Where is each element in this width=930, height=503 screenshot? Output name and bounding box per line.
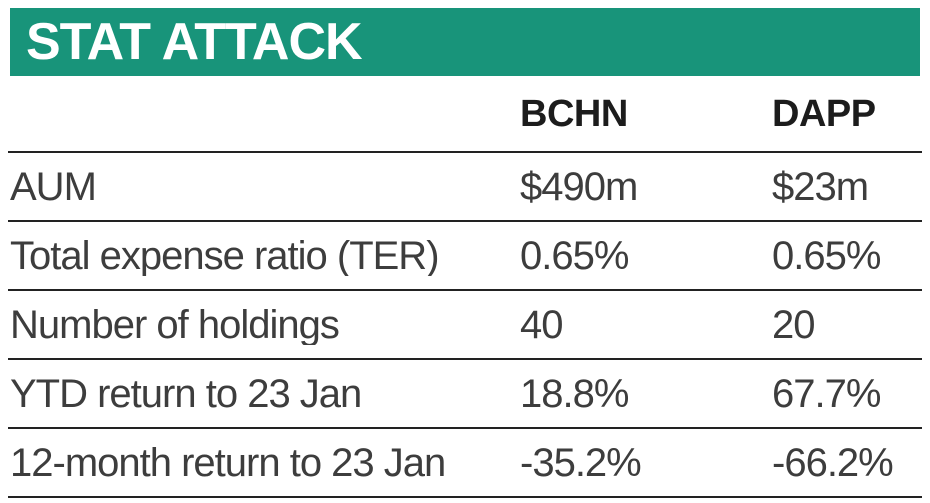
panel-title: STAT ATTACK bbox=[26, 13, 363, 71]
title-band: STAT ATTACK bbox=[10, 8, 920, 76]
table-row-holdings: Number of holdings 40 20 bbox=[8, 291, 922, 360]
table-header-row: BCHN DAPP bbox=[8, 76, 922, 153]
dapp-value: 0.65% bbox=[772, 235, 881, 276]
bchn-value: 18.8% bbox=[520, 373, 629, 414]
bchn-value: 0.65% bbox=[520, 235, 629, 276]
table-row-aum: AUM $490m $23m bbox=[8, 153, 922, 222]
table-row-ytd-return: YTD return to 23 Jan 18.8% 67.7% bbox=[8, 360, 922, 429]
table-row-12month-return: 12-month return to 23 Jan -35.2% -66.2% bbox=[8, 429, 922, 498]
table-row-ter: Total expense ratio (TER) 0.65% 0.65% bbox=[8, 222, 922, 291]
row-label: Total expense ratio (TER) bbox=[10, 235, 440, 276]
column-header-bchn: BCHN bbox=[520, 94, 628, 133]
stats-table: BCHN DAPP AUM $490m $23m Total expense r… bbox=[8, 76, 922, 498]
dapp-value: $23m bbox=[772, 166, 869, 207]
dapp-value: 67.7% bbox=[772, 373, 881, 414]
bchn-value: -35.2% bbox=[520, 442, 642, 483]
column-header-dapp: DAPP bbox=[772, 94, 876, 133]
row-label: AUM bbox=[10, 166, 97, 207]
row-label: YTD return to 23 Jan bbox=[10, 373, 362, 414]
row-label: 12-month return to 23 Jan bbox=[10, 442, 446, 483]
dapp-value: -66.2% bbox=[772, 442, 894, 483]
bchn-value: 40 bbox=[520, 304, 564, 345]
row-label: Number of holdings bbox=[10, 304, 340, 345]
bchn-value: $490m bbox=[520, 166, 638, 207]
dapp-value: 20 bbox=[772, 304, 816, 345]
